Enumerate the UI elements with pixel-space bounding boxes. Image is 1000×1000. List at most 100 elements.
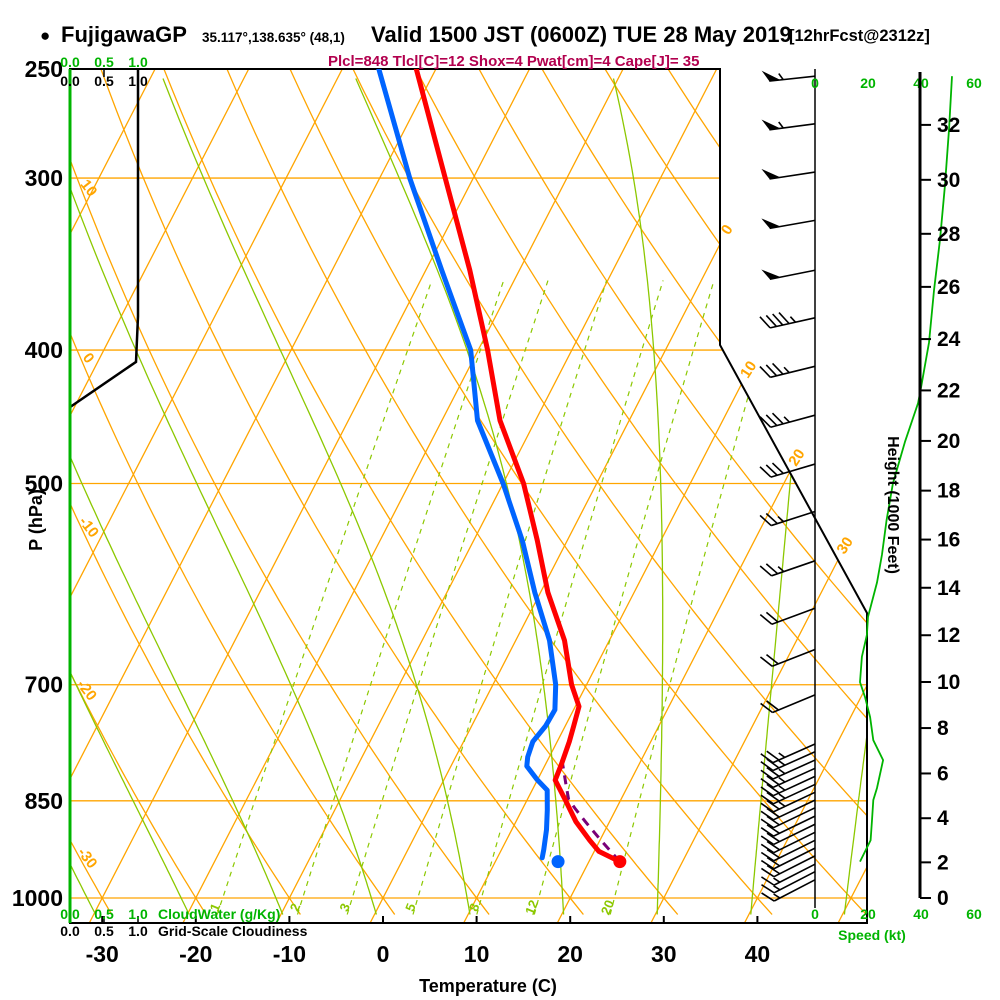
wind-barb-full — [766, 750, 780, 761]
dry-adiabat-line — [70, 69, 396, 915]
surface-temperature-dot — [613, 855, 627, 869]
wind-barb-full — [760, 778, 774, 789]
dry-adiabat-line — [98, 69, 584, 915]
mixing-ratio-line — [609, 280, 782, 915]
wind-barb-full — [766, 791, 780, 802]
wind-barb-full — [771, 412, 784, 425]
wind-barb-half — [778, 121, 784, 129]
wind-barb-pennant — [761, 168, 781, 180]
cloud-scales: 0.00.00.50.51.01.00.00.00.50.51.01.0Clou… — [60, 54, 307, 939]
wind-panel: 00202040406060Speed (kt) — [811, 69, 982, 943]
wind-barb-full — [766, 807, 780, 818]
speed-scale-top: 0 — [811, 75, 819, 91]
height-tick-label: 22 — [937, 379, 960, 402]
mixing-ratio-label: 20 — [598, 898, 617, 917]
height-tick-label: 30 — [937, 169, 960, 192]
temperature-tick-label: 40 — [745, 941, 771, 967]
mixing-ratio-line — [533, 280, 715, 915]
valid-time: Valid 1500 JST (0600Z) TUE 28 May 2019 — [371, 22, 792, 47]
mixing-ratio-line — [296, 280, 505, 915]
wind-barb-half — [777, 515, 785, 523]
wind-barb-full — [765, 563, 779, 575]
wind-barb-full — [766, 775, 780, 786]
pressure-tick-label: 300 — [25, 165, 63, 191]
wind-barb-full — [760, 786, 774, 797]
wind-barb-staff — [772, 767, 816, 789]
isotherm-line — [743, 69, 867, 923]
height-tick-label: 20 — [937, 430, 960, 453]
wind-barbs — [759, 70, 816, 902]
parcel-path — [559, 754, 621, 863]
height-tick-label: 14 — [937, 577, 961, 600]
temperature-curve — [413, 69, 623, 865]
wind-barb-half — [777, 566, 785, 573]
wind-barb-staff — [769, 269, 816, 281]
wind-barb-staff — [772, 775, 816, 797]
wind-barb-full — [766, 848, 781, 859]
wind-barb-staff — [770, 414, 816, 428]
isotherm-label: 20 — [785, 446, 808, 469]
dry-adiabat-line — [161, 69, 679, 915]
wind-barb-full — [766, 766, 780, 777]
height-tick-label: 2 — [937, 851, 949, 874]
mixing-ratio-line — [216, 280, 433, 915]
wind-barb-full — [765, 512, 778, 525]
dry-adiabat-line — [70, 69, 490, 915]
moist-adiabat-line — [70, 78, 284, 915]
wind-barb-full — [760, 851, 775, 862]
dry-adiabat-label: -20 — [73, 677, 100, 705]
wind-barb-full — [766, 653, 779, 665]
height-tick-label: 8 — [937, 717, 949, 740]
wind-barb-full — [771, 462, 784, 475]
wind-barb-full — [766, 783, 780, 794]
wind-barb-full — [765, 464, 778, 476]
cloudwater-scale-bottom: 0.5 — [94, 906, 114, 922]
wind-barb-pennant — [761, 119, 781, 130]
wind-barb-full — [766, 824, 780, 834]
temperature-tick-label: -10 — [273, 941, 306, 967]
profile-curves — [376, 69, 627, 869]
dry-adiabat-line — [350, 69, 867, 915]
temperature-tick-label: 10 — [464, 941, 490, 967]
wind-barb-full — [760, 802, 774, 813]
wind-barb-full — [760, 835, 775, 846]
cloudwater-scale-top: 0.0 — [60, 54, 80, 70]
wind-barb-full — [760, 702, 774, 714]
wind-barb-staff — [773, 847, 816, 870]
isotherm-line — [275, 69, 718, 923]
temperature-tick-label: 20 — [557, 941, 583, 967]
moist-adiabat-line — [70, 78, 190, 915]
wind-barb-staff — [771, 607, 816, 625]
wind-barb-staff — [773, 863, 816, 886]
wind-barb-half — [778, 760, 786, 766]
speed-scale-top: 60 — [966, 75, 982, 91]
wind-barb-full — [759, 365, 771, 378]
wind-barb-half — [773, 877, 781, 883]
wind-barb-full — [766, 856, 781, 867]
wind-barb-staff — [773, 791, 816, 813]
wind-barb-full — [766, 799, 780, 810]
moist-adiabat-line — [70, 78, 378, 915]
wind-barb-staff — [773, 831, 816, 854]
isotherm-line — [650, 69, 867, 923]
cloudiness-scale-top: 0.5 — [94, 73, 114, 89]
wind-barb-full — [759, 316, 771, 329]
wind-barb-half — [773, 885, 781, 891]
temperature-axis: -30 -20 -10 0 10 20 30 40 Temperature (C) — [86, 916, 771, 996]
wind-barb-pennant — [761, 218, 781, 229]
dry-adiabat-line — [224, 69, 773, 915]
wind-barb-pennant — [761, 70, 781, 82]
height-tick-label: 16 — [937, 529, 960, 552]
temperature-tick-label: -20 — [179, 941, 212, 967]
wind-barb-staff — [773, 815, 816, 837]
height-tick-label: 32 — [937, 114, 960, 137]
pressure-tick-label: 500 — [25, 471, 63, 497]
frame-border — [69, 68, 868, 924]
height-tick-label: 12 — [937, 624, 960, 647]
dry-adiabat-line — [538, 69, 867, 915]
forecast-info: [12hrFcst@2312z] — [789, 27, 930, 45]
height-tick-label: 0 — [937, 887, 949, 910]
wind-barb-full — [760, 827, 775, 837]
